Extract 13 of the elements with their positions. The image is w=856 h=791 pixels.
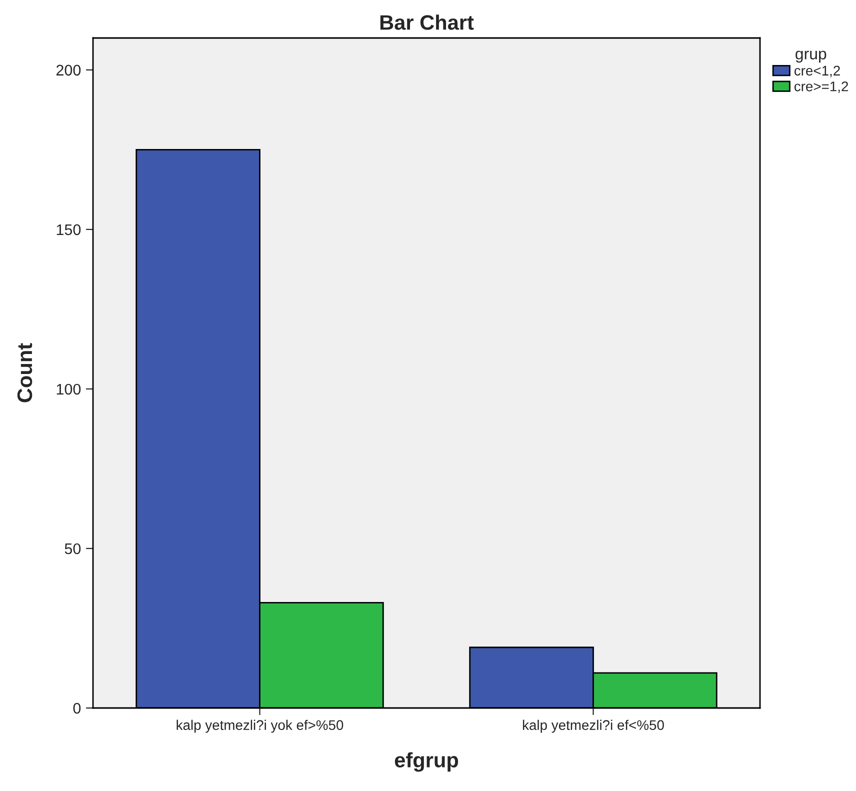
y-tick-label: 50 (64, 543, 81, 554)
chart-title: Bar Chart (380, 14, 474, 30)
y-tick-label: 150 (56, 224, 81, 236)
x-tick-label: kalp yetmezli?i yok ef>%50 (176, 720, 344, 733)
y-tick-label: 200 (56, 64, 81, 76)
legend-label: cre<1,2 (794, 66, 840, 78)
legend-label: cre>=1,2 (794, 81, 848, 93)
y-tick-label: 0 (73, 702, 81, 714)
x-tick-label: kalp yetmezli?i ef<%50 (522, 720, 664, 733)
y-axis-title: Count (17, 343, 32, 402)
legend-title: grup (796, 50, 826, 63)
x-axis-title: efgrup (394, 752, 458, 772)
y-tick-label: 100 (56, 384, 81, 395)
